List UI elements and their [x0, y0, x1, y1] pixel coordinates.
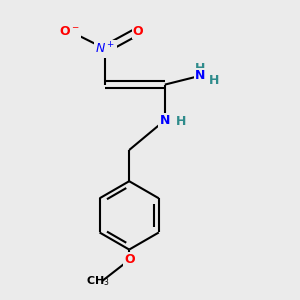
Text: $N^+$: $N^+$: [95, 41, 116, 57]
Text: H: H: [209, 74, 219, 87]
Text: N: N: [195, 69, 206, 82]
Text: O$^-$: O$^-$: [59, 25, 80, 38]
Text: O: O: [124, 254, 134, 266]
Text: N: N: [160, 114, 170, 127]
Text: H: H: [195, 62, 206, 75]
Text: CH$_3$: CH$_3$: [86, 274, 110, 288]
Text: O: O: [133, 25, 143, 38]
Text: H: H: [176, 115, 186, 128]
